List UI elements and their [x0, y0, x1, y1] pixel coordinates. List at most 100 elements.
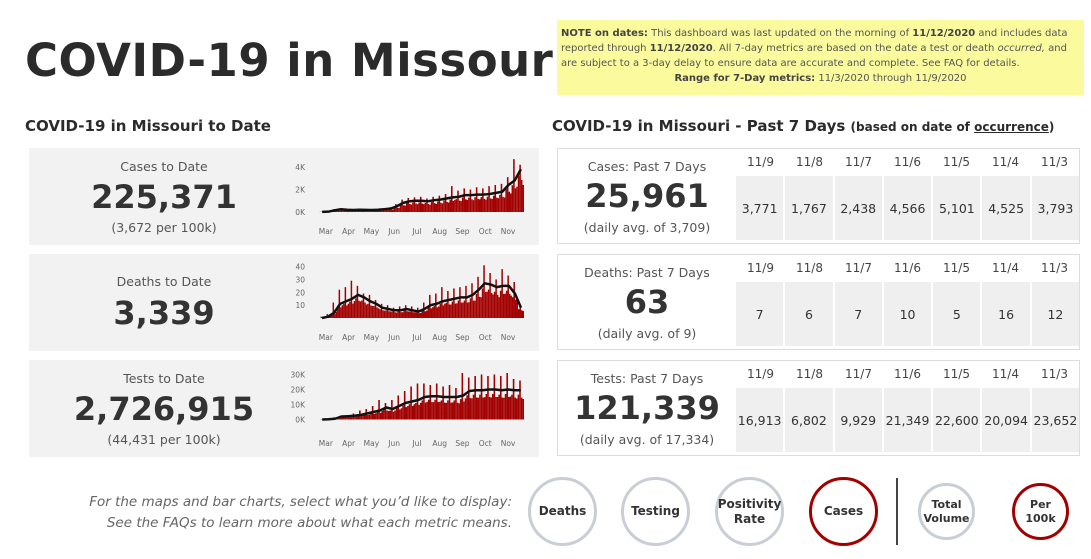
testing-metric-button[interactable]: Testing [621, 477, 690, 546]
past7-header: COVID-19 in Missouri - Past 7 Days (base… [552, 117, 1054, 135]
card-label: Tests to Date [123, 371, 205, 386]
daily-value-cell[interactable]: 3,771 [736, 176, 784, 240]
cases-metric-button[interactable]: Cases [809, 477, 878, 546]
daily-bar [349, 417, 352, 420]
date-header: 11/7 [845, 155, 872, 169]
x-tick-label: May [364, 439, 380, 448]
daily-value-cell[interactable]: 21,349 [883, 388, 932, 452]
daily-value-cell[interactable]: 7 [736, 282, 784, 346]
daily-bar [423, 383, 425, 420]
daily-bar [404, 305, 407, 318]
daily-bar [410, 306, 413, 318]
daily-bar [501, 397, 504, 420]
daily-bar [424, 311, 427, 318]
tests-trend-chart[interactable]: 0K 10K 20K 30K Mar Apr May Jun Jul Aug Sep Oct Nov [284, 360, 539, 457]
per-100k-button[interactable]: Per 100k [1012, 483, 1069, 540]
daily-bar [415, 402, 417, 420]
daily-bar [386, 410, 388, 420]
daily-bar [452, 201, 455, 212]
daily-values-row: 7 6 7 10 5 16 12 [736, 282, 1080, 346]
daily-value-cell[interactable]: 12 [1031, 282, 1080, 346]
daily-value-cell[interactable]: 2,438 [834, 176, 882, 240]
daily-bar [487, 289, 490, 318]
daily-bar [432, 307, 434, 318]
x-tick-label: Nov [501, 439, 516, 448]
daily-bar [487, 376, 489, 420]
positivity-rate-metric-button[interactable]: Positivity Rate [715, 477, 784, 546]
x-tick-label: Apr [342, 227, 356, 236]
daily-bar [506, 177, 509, 212]
daily-value-cell[interactable]: 10 [883, 282, 932, 346]
daily-bar [343, 417, 345, 420]
date-header: 11/7 [845, 367, 872, 381]
deaths-trend-chart[interactable]: 10 20 30 40 Mar Apr May Jun Jul Aug Sep Oct Nov [284, 254, 539, 351]
cases-trend-chart[interactable]: 0K 2K 4K Mar Apr May Jun Jul Aug Sep Oct Nov [284, 148, 539, 245]
daily-bar [459, 399, 462, 420]
daily-bar [343, 210, 346, 212]
daily-bar [503, 397, 505, 420]
daily-values-row: 3,771 1,767 2,438 4,566 5,101 4,525 3,793 [736, 176, 1080, 240]
daily-bar [362, 210, 365, 212]
daily-value-cell[interactable]: 4,525 [982, 176, 1030, 240]
daily-bar [513, 159, 515, 212]
note-text: and are subject to a 3-day delay to ensu… [561, 43, 1067, 69]
daily-bar [359, 301, 362, 318]
x-tick-label: Jun [387, 439, 400, 448]
card-label: Cases: Past 7 Days [587, 159, 707, 174]
daily-bar [348, 210, 351, 212]
occurrence-link[interactable]: occurrence [974, 120, 1049, 134]
daily-bar [429, 385, 432, 420]
daily-bar [424, 402, 427, 420]
daily-value-cell[interactable]: 7 [834, 282, 882, 346]
daily-value-cell[interactable]: 23,652 [1031, 388, 1080, 452]
daily-bar [416, 307, 419, 318]
daily-value-cell[interactable]: 6,802 [785, 388, 833, 452]
daily-bar [391, 209, 394, 212]
daily-bar [506, 373, 508, 420]
daily-value-cell[interactable]: 1,767 [785, 176, 833, 240]
range-label: Range for 7-Day metrics: [674, 73, 816, 84]
daily-value-cell[interactable]: 5 [933, 282, 981, 346]
daily-bar [355, 298, 357, 318]
daily-value-cell[interactable]: 16 [982, 282, 1030, 346]
hint-line: See the FAQs to learn more about what ea… [106, 515, 512, 531]
cases-past7-card: Cases: Past 7 Days 25,961 (daily avg. of… [557, 148, 1080, 244]
deaths-metric-button[interactable]: Deaths [528, 477, 597, 546]
daily-bar [495, 279, 497, 318]
daily-bar [453, 288, 455, 318]
daily-value-cell[interactable]: 22,600 [933, 388, 981, 452]
daily-bar [320, 316, 323, 318]
daily-bar [437, 402, 440, 420]
daily-bar [469, 298, 472, 318]
date-header: 11/5 [943, 367, 970, 381]
x-tick-label: Apr [342, 333, 356, 342]
daily-bar [466, 199, 469, 212]
x-tick-label: Aug [432, 227, 447, 236]
daily-value-cell[interactable]: 6 [785, 282, 833, 346]
daily-bar [483, 265, 485, 318]
daily-bar [453, 400, 456, 420]
daily-bar [423, 204, 425, 212]
total-volume-button[interactable]: Total Volume [918, 483, 975, 540]
daily-value-cell[interactable]: 20,094 [982, 388, 1030, 452]
daily-bar [455, 199, 458, 212]
daily-bar [511, 185, 514, 212]
daily-bar [485, 394, 488, 420]
x-tick-label: Nov [501, 227, 516, 236]
past7-note: (based on date of [850, 120, 975, 134]
daily-value-cell[interactable]: 5,101 [933, 176, 981, 240]
daily-bar [340, 209, 343, 212]
dates-note: NOTE on dates: This dashboard was last u… [557, 20, 1084, 95]
daily-bar [451, 402, 454, 420]
date-header-row: 11/9 11/8 11/7 11/6 11/5 11/4 11/3 [736, 367, 1079, 381]
daily-value-cell[interactable]: 4,566 [883, 176, 932, 240]
daily-bar [395, 204, 397, 212]
daily-bar [379, 309, 381, 318]
daily-bar [496, 397, 499, 420]
daily-bar [519, 380, 521, 420]
daily-value-cell[interactable]: 16,913 [736, 388, 784, 452]
daily-bar [362, 415, 364, 420]
daily-value-cell[interactable]: 9,929 [834, 388, 882, 452]
daily-bar [484, 291, 487, 318]
daily-value-cell[interactable]: 3,793 [1031, 176, 1080, 240]
